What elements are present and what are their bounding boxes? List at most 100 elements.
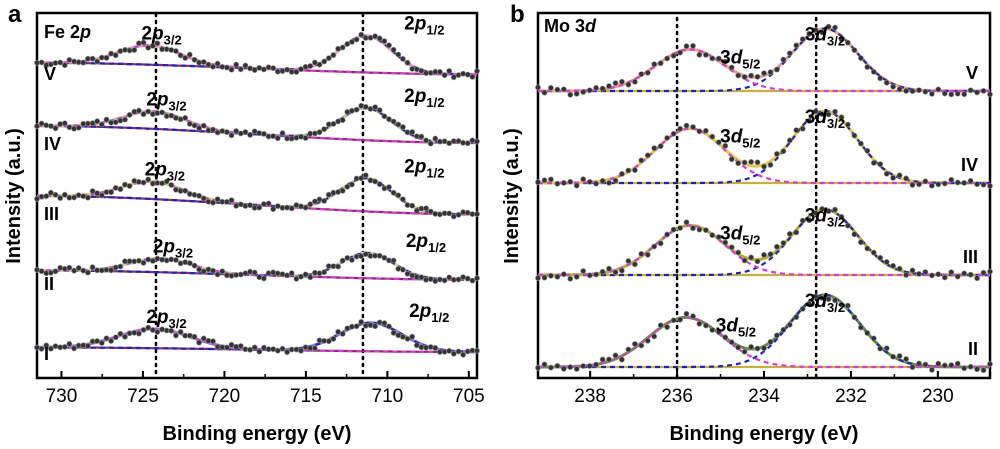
envelope-fit-line: [538, 109, 990, 185]
raw-data-point: [877, 75, 884, 82]
raw-data-point: [71, 267, 77, 274]
panel-a-y-axis-label: Intensity (a.u.): [3, 128, 25, 264]
raw-data-point: [799, 305, 806, 312]
raw-data-point: [832, 206, 838, 213]
raw-data-point: [302, 344, 309, 351]
raw-data-point: [935, 181, 942, 188]
raw-data-point: [265, 200, 272, 207]
peak-label: 2p1/2: [404, 86, 444, 110]
raw-data-point: [896, 172, 903, 179]
raw-data-point: [140, 111, 147, 118]
raw-data-point: [761, 163, 767, 170]
raw-data-point: [709, 133, 716, 140]
raw-data-point: [657, 240, 664, 247]
raw-data-point: [89, 264, 96, 271]
raw-data-point: [168, 182, 175, 188]
raw-data-point: [638, 342, 645, 349]
raw-data-point: [191, 333, 198, 340]
raw-data-point: [909, 182, 916, 188]
raw-data-point: [200, 268, 207, 275]
raw-data-point: [644, 69, 651, 76]
raw-data-point: [535, 275, 541, 281]
raw-data-point: [987, 91, 993, 98]
raw-data-point: [98, 192, 105, 199]
raw-data-point: [441, 348, 448, 355]
raw-data-point: [75, 265, 82, 271]
raw-data-point: [302, 204, 309, 211]
raw-data-point: [112, 264, 119, 271]
raw-data-point: [851, 47, 858, 53]
panel-b-x-ticks: 238 236 234 232 230: [574, 371, 954, 407]
raw-data-point: [260, 66, 267, 73]
raw-data-point: [446, 210, 453, 217]
raw-data-point: [103, 116, 110, 123]
raw-data-point: [644, 152, 651, 159]
raw-data-point: [57, 59, 64, 66]
raw-data-point: [390, 118, 397, 125]
raw-data-point: [38, 193, 45, 200]
raw-data-point: [754, 345, 761, 352]
raw-data-point: [819, 206, 825, 212]
raw-data-point: [117, 263, 124, 270]
raw-data-point: [735, 72, 742, 79]
raw-data-point: [638, 157, 645, 164]
peak-label: 3d3/2: [805, 107, 845, 131]
raw-data-point: [735, 160, 742, 167]
raw-data-point: [722, 142, 729, 149]
raw-data-point: [780, 326, 787, 333]
raw-data-point: [126, 112, 133, 118]
raw-data-point: [683, 219, 690, 226]
panel-b-plot-frame: [536, 11, 992, 380]
raw-data-point: [284, 66, 290, 73]
raw-data-point: [774, 243, 780, 250]
raw-data-point: [541, 177, 548, 184]
raw-data-point: [455, 348, 462, 355]
raw-data-point: [409, 202, 416, 209]
x-tick-label: 720: [209, 386, 241, 407]
raw-data-point: [677, 225, 683, 231]
raw-data-point: [967, 177, 974, 184]
raw-data-point: [330, 121, 337, 127]
raw-data-point: [108, 189, 114, 196]
raw-data-point: [395, 192, 402, 199]
raw-data-point: [474, 68, 480, 74]
raw-data-point: [177, 52, 184, 59]
raw-data-point: [362, 322, 369, 329]
raw-data-point: [436, 69, 443, 75]
raw-data-point: [709, 232, 716, 238]
raw-data-point: [606, 179, 612, 186]
raw-data-point: [228, 66, 235, 73]
raw-data-point: [883, 345, 890, 352]
raw-data-point: [967, 271, 974, 278]
raw-data-point: [619, 356, 625, 363]
raw-data-point: [34, 195, 40, 202]
raw-data-point: [71, 345, 77, 352]
component-peak-line: [538, 48, 990, 93]
raw-data-point: [748, 72, 754, 79]
raw-data-point: [237, 66, 244, 73]
raw-data-point: [321, 197, 328, 204]
raw-data-point: [961, 91, 968, 98]
raw-data-point: [432, 344, 439, 351]
raw-data-point: [66, 264, 73, 271]
raw-data-point: [812, 108, 819, 115]
raw-data-point: [735, 344, 742, 351]
raw-data-point: [279, 130, 286, 137]
raw-data-point: [348, 257, 355, 263]
raw-data-point: [103, 55, 110, 61]
raw-data-point: [390, 46, 397, 53]
raw-data-point: [722, 58, 729, 65]
raw-data-point: [612, 177, 619, 184]
raw-data-point: [186, 260, 193, 266]
raw-data-point: [593, 361, 599, 368]
raw-data-point: [386, 42, 392, 49]
raw-data-point: [690, 225, 696, 232]
raw-data-point: [664, 231, 670, 238]
series-IV: IV 3d3/2 3d5/2: [535, 107, 993, 189]
raw-data-point: [260, 275, 267, 282]
raw-data-point: [909, 364, 916, 370]
raw-data-point: [774, 332, 780, 339]
raw-data-point: [75, 124, 82, 131]
raw-data-point: [38, 345, 45, 352]
raw-data-point: [353, 323, 360, 330]
